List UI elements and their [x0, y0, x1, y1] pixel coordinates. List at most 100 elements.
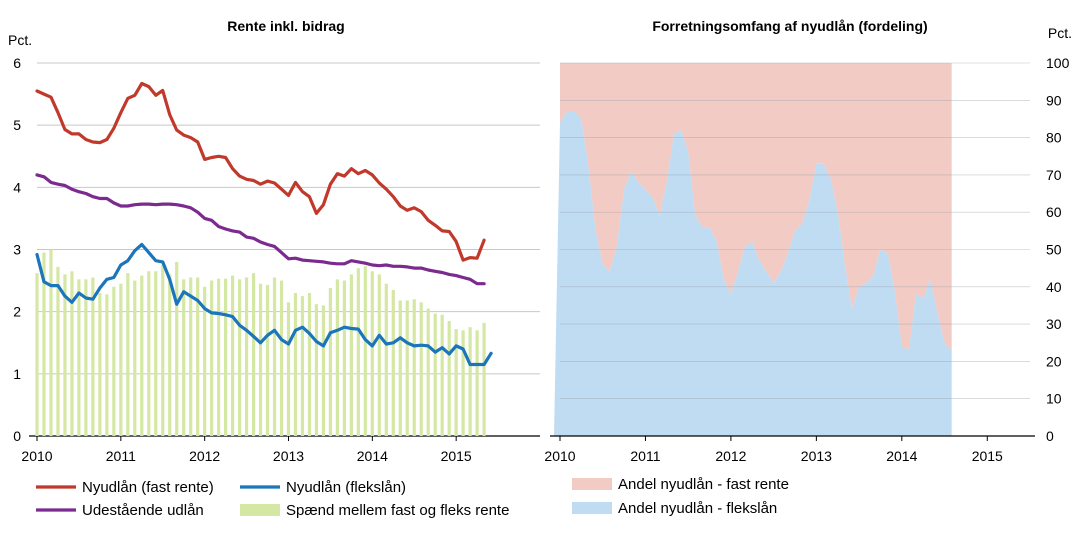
- spread-bar: [419, 302, 423, 436]
- spread-bar: [447, 320, 451, 436]
- left-y-tick: 1: [13, 366, 21, 382]
- spread-bar: [70, 271, 74, 436]
- spread-bar: [196, 277, 200, 436]
- spread-bar: [77, 279, 81, 436]
- spread-bar: [391, 289, 395, 436]
- spread-bar: [42, 252, 46, 436]
- spread-bar: [154, 271, 158, 436]
- left-y-tick: 2: [13, 304, 21, 320]
- spread-bar: [210, 280, 214, 436]
- spread-bar: [182, 279, 186, 436]
- right-x-tick: 2011: [630, 448, 660, 464]
- spread-bar: [91, 277, 95, 436]
- right-x-tick: 2013: [801, 448, 832, 464]
- spread-bar: [265, 284, 270, 436]
- right-panel: Forretningsomfang af nyudlån (fordeling)…: [544, 18, 1072, 464]
- left-y-tick: 4: [13, 179, 21, 195]
- spread-bar: [342, 280, 346, 436]
- spread-bar: [49, 249, 53, 436]
- left-y-tick: 5: [13, 117, 21, 133]
- left-x-tick: 2015: [441, 448, 472, 464]
- spread-bar: [203, 286, 207, 436]
- spread-bar: [377, 274, 381, 436]
- spread-bar: [321, 305, 326, 436]
- left-y-unit: Pct.: [8, 32, 32, 48]
- spread-bar: [328, 288, 333, 436]
- spread-bar: [98, 293, 102, 436]
- spread-bar: [349, 274, 353, 436]
- spread-bar: [231, 275, 235, 436]
- spread-bar: [293, 293, 298, 436]
- right-y-tick: 60: [1046, 204, 1062, 220]
- spread-bar: [140, 275, 144, 436]
- spread-bar: [175, 261, 179, 436]
- right-chart-title: Forretningsomfang af nyudlån (fordeling): [652, 18, 927, 34]
- area-flex-rate: [554, 111, 952, 436]
- spread-bar: [335, 279, 339, 436]
- spread-bar: [482, 322, 486, 436]
- spread-bar: [300, 296, 305, 436]
- spread-bar: [314, 304, 319, 436]
- legend-swatch-box: [240, 504, 280, 516]
- right-y-tick: 40: [1046, 279, 1062, 295]
- right-y-tick: 80: [1046, 130, 1062, 146]
- spread-bar: [161, 265, 165, 436]
- spread-bar: [461, 330, 465, 436]
- spread-bar: [126, 273, 130, 436]
- right-y-tick: 30: [1046, 316, 1062, 332]
- spread-bar: [112, 286, 116, 436]
- area-fixed-rate: [560, 63, 952, 351]
- spread-bar: [119, 283, 123, 436]
- spread-bar: [454, 329, 458, 436]
- spread-bar: [84, 279, 88, 436]
- spread-bar: [405, 300, 409, 436]
- right-y-tick: 100: [1046, 55, 1070, 71]
- left-y-tick-labels: 0 1 2 3 4 5 6: [13, 55, 21, 444]
- right-x-tick: 2015: [972, 448, 1003, 464]
- legend-left: Nyudlån (fast rente) Nyudlån (flekslån) Ud…: [36, 479, 509, 519]
- right-y-tick: 0: [1046, 428, 1054, 444]
- left-y-tick: 0: [13, 428, 21, 444]
- right-y-tick: 20: [1046, 353, 1062, 369]
- left-x-tick: 2013: [273, 448, 304, 464]
- left-chart-title: Rente inkl. bidrag: [227, 18, 344, 34]
- spread-bar: [217, 278, 221, 436]
- spread-bar: [384, 283, 388, 436]
- series-line: [35, 242, 493, 367]
- legend-right: Andel nyudlån - fast rente Andel nyudlån …: [572, 476, 789, 517]
- spread-bar: [370, 271, 374, 436]
- spread-bar: [398, 300, 402, 436]
- legend-label: Andel nyudlån - fast rente: [618, 476, 789, 493]
- right-y-unit: Pct.: [1048, 25, 1072, 41]
- spread-bar: [286, 302, 291, 436]
- spread-bar: [468, 327, 472, 436]
- spread-bar: [244, 277, 249, 436]
- spread-bar: [440, 314, 444, 436]
- spread-bar: [433, 313, 437, 436]
- spread-bar: [237, 279, 242, 436]
- left-x-tick: 2014: [357, 448, 388, 464]
- legend-label: Andel nyudlån - flekslån: [618, 500, 777, 517]
- spread-bar: [363, 266, 367, 436]
- left-series-lines: [35, 81, 493, 367]
- left-x-tick: 2012: [189, 448, 220, 464]
- left-y-tick: 6: [13, 55, 21, 71]
- left-x-tick: 2010: [21, 448, 52, 464]
- spread-bar: [426, 308, 430, 436]
- legend-label: Spænd mellem fast og fleks rente: [286, 502, 509, 519]
- spread-bar: [475, 330, 479, 436]
- right-x-tick-labels: 2010 2011 2012 2013 2014 2015: [544, 436, 1003, 464]
- spread-bar: [56, 266, 60, 436]
- spread-bar: [147, 271, 151, 436]
- left-spread-bars: [35, 249, 486, 436]
- right-gridlines: [550, 62, 1035, 437]
- legend-swatch-box: [572, 478, 612, 490]
- right-x-tick: 2010: [544, 448, 575, 464]
- spread-bar: [251, 273, 256, 436]
- right-y-tick: 50: [1046, 242, 1062, 258]
- right-x-tick: 2014: [886, 448, 917, 464]
- spread-bar: [35, 273, 39, 436]
- legend-label: Nyudlån (fast rente): [82, 479, 214, 496]
- left-panel: Rente inkl. bidrag Pct. 0 1 2 3 4 5 6 2010 2011…: [8, 18, 540, 464]
